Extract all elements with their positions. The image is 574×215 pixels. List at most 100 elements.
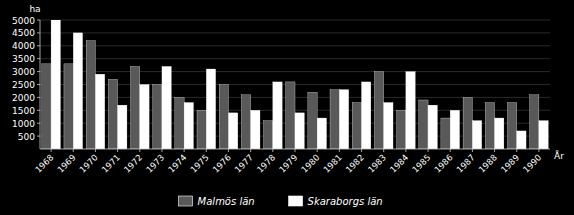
bars: [42, 20, 548, 149]
bar: [295, 113, 304, 149]
bar: [286, 82, 295, 149]
grid-line: [40, 20, 550, 21]
bar: [228, 113, 237, 149]
bar: [530, 95, 539, 149]
tick-label: 1983: [366, 152, 388, 174]
chart: 5001000150020002500300035004000450050001…: [0, 0, 574, 215]
bar: [51, 20, 60, 149]
tick-label: 1979: [277, 152, 299, 174]
tick-label: 500: [18, 132, 35, 142]
tick-mark: [295, 149, 296, 152]
bar: [108, 79, 117, 149]
bar: [42, 64, 51, 149]
tick-label: 2000: [12, 93, 35, 103]
tick-mark: [538, 149, 539, 152]
tick-label: 1976: [211, 152, 233, 174]
y-ticks: 500100015002000250030003500400045005000: [12, 16, 40, 142]
tick-mark: [272, 149, 273, 152]
bar: [308, 92, 317, 149]
tick-mark: [37, 58, 40, 59]
tick-mark: [339, 149, 340, 152]
legend: Malmös län Skaraborgs län: [179, 196, 383, 207]
tick-label: 1974: [166, 152, 188, 174]
bar: [463, 97, 472, 149]
tick-mark: [228, 149, 229, 152]
bar: [441, 118, 450, 149]
grid-line: [40, 58, 550, 59]
tick-mark: [361, 149, 362, 152]
bar: [539, 121, 548, 149]
tick-mark: [37, 20, 40, 21]
tick-mark: [95, 149, 96, 152]
tick-label: 1977: [233, 152, 255, 174]
tick-mark: [37, 84, 40, 85]
tick-label: 1990: [521, 152, 543, 174]
bar: [507, 103, 516, 149]
tick-label: 1973: [144, 152, 166, 174]
tick-label: 2500: [12, 80, 35, 90]
tick-mark: [472, 149, 473, 152]
tick-mark: [428, 149, 429, 152]
bar: [419, 100, 428, 149]
bar: [330, 90, 339, 149]
tick-label: 3500: [12, 54, 35, 64]
bar: [130, 66, 139, 149]
tick-mark: [516, 149, 517, 152]
bar: [153, 85, 162, 150]
bar: [362, 82, 371, 149]
bar: [95, 74, 104, 149]
tick-label: 1987: [454, 152, 476, 174]
bar: [73, 33, 82, 149]
tick-mark: [494, 149, 495, 152]
bar: [118, 105, 127, 149]
tick-mark: [37, 71, 40, 72]
tick-mark: [405, 149, 406, 152]
bar: [64, 64, 73, 149]
tick-mark: [250, 149, 251, 152]
tick-mark: [37, 32, 40, 33]
grid-line: [40, 71, 550, 72]
x-ticks: 1968196919701971197219731974197519761977…: [33, 149, 543, 175]
legend-label: Skaraborgs län: [308, 196, 383, 207]
tick-mark: [317, 149, 318, 152]
tick-mark: [37, 97, 40, 98]
y-axis-label: ha: [29, 4, 40, 14]
tick-label: 1975: [188, 152, 210, 174]
tick-label: 1970: [77, 152, 99, 174]
tick-mark: [184, 149, 185, 152]
tick-label: 1972: [122, 152, 144, 174]
tick-mark: [206, 149, 207, 152]
legend-swatch: [289, 196, 303, 206]
tick-label: 4000: [12, 41, 35, 51]
tick-label: 1986: [432, 152, 454, 174]
bar: [219, 85, 228, 150]
bar: [251, 110, 260, 149]
tick-label: 1982: [344, 152, 366, 174]
bar: [406, 72, 415, 149]
tick-mark: [450, 149, 451, 152]
bar: [339, 90, 348, 149]
bar: [175, 97, 184, 149]
legend-swatch: [179, 196, 193, 206]
bar: [162, 66, 171, 149]
tick-label: 3000: [12, 67, 35, 77]
bar: [241, 95, 250, 149]
tick-mark: [161, 149, 162, 152]
tick-label: 1969: [55, 152, 77, 174]
tick-mark: [37, 110, 40, 111]
x-axis-label: År: [554, 150, 564, 161]
tick-label: 1985: [410, 152, 432, 174]
tick-label: 1989: [499, 152, 521, 174]
tick-label: 1980: [299, 152, 321, 174]
bar: [472, 121, 481, 149]
grid-line: [40, 45, 550, 46]
legend-label: Malmös län: [198, 196, 255, 207]
tick-mark: [383, 149, 384, 152]
tick-mark: [117, 149, 118, 152]
tick-label: 1988: [477, 152, 499, 174]
bar: [485, 103, 494, 149]
bar: [450, 110, 459, 149]
tick-mark: [139, 149, 140, 152]
tick-label: 4500: [12, 28, 35, 38]
bar: [397, 110, 406, 149]
